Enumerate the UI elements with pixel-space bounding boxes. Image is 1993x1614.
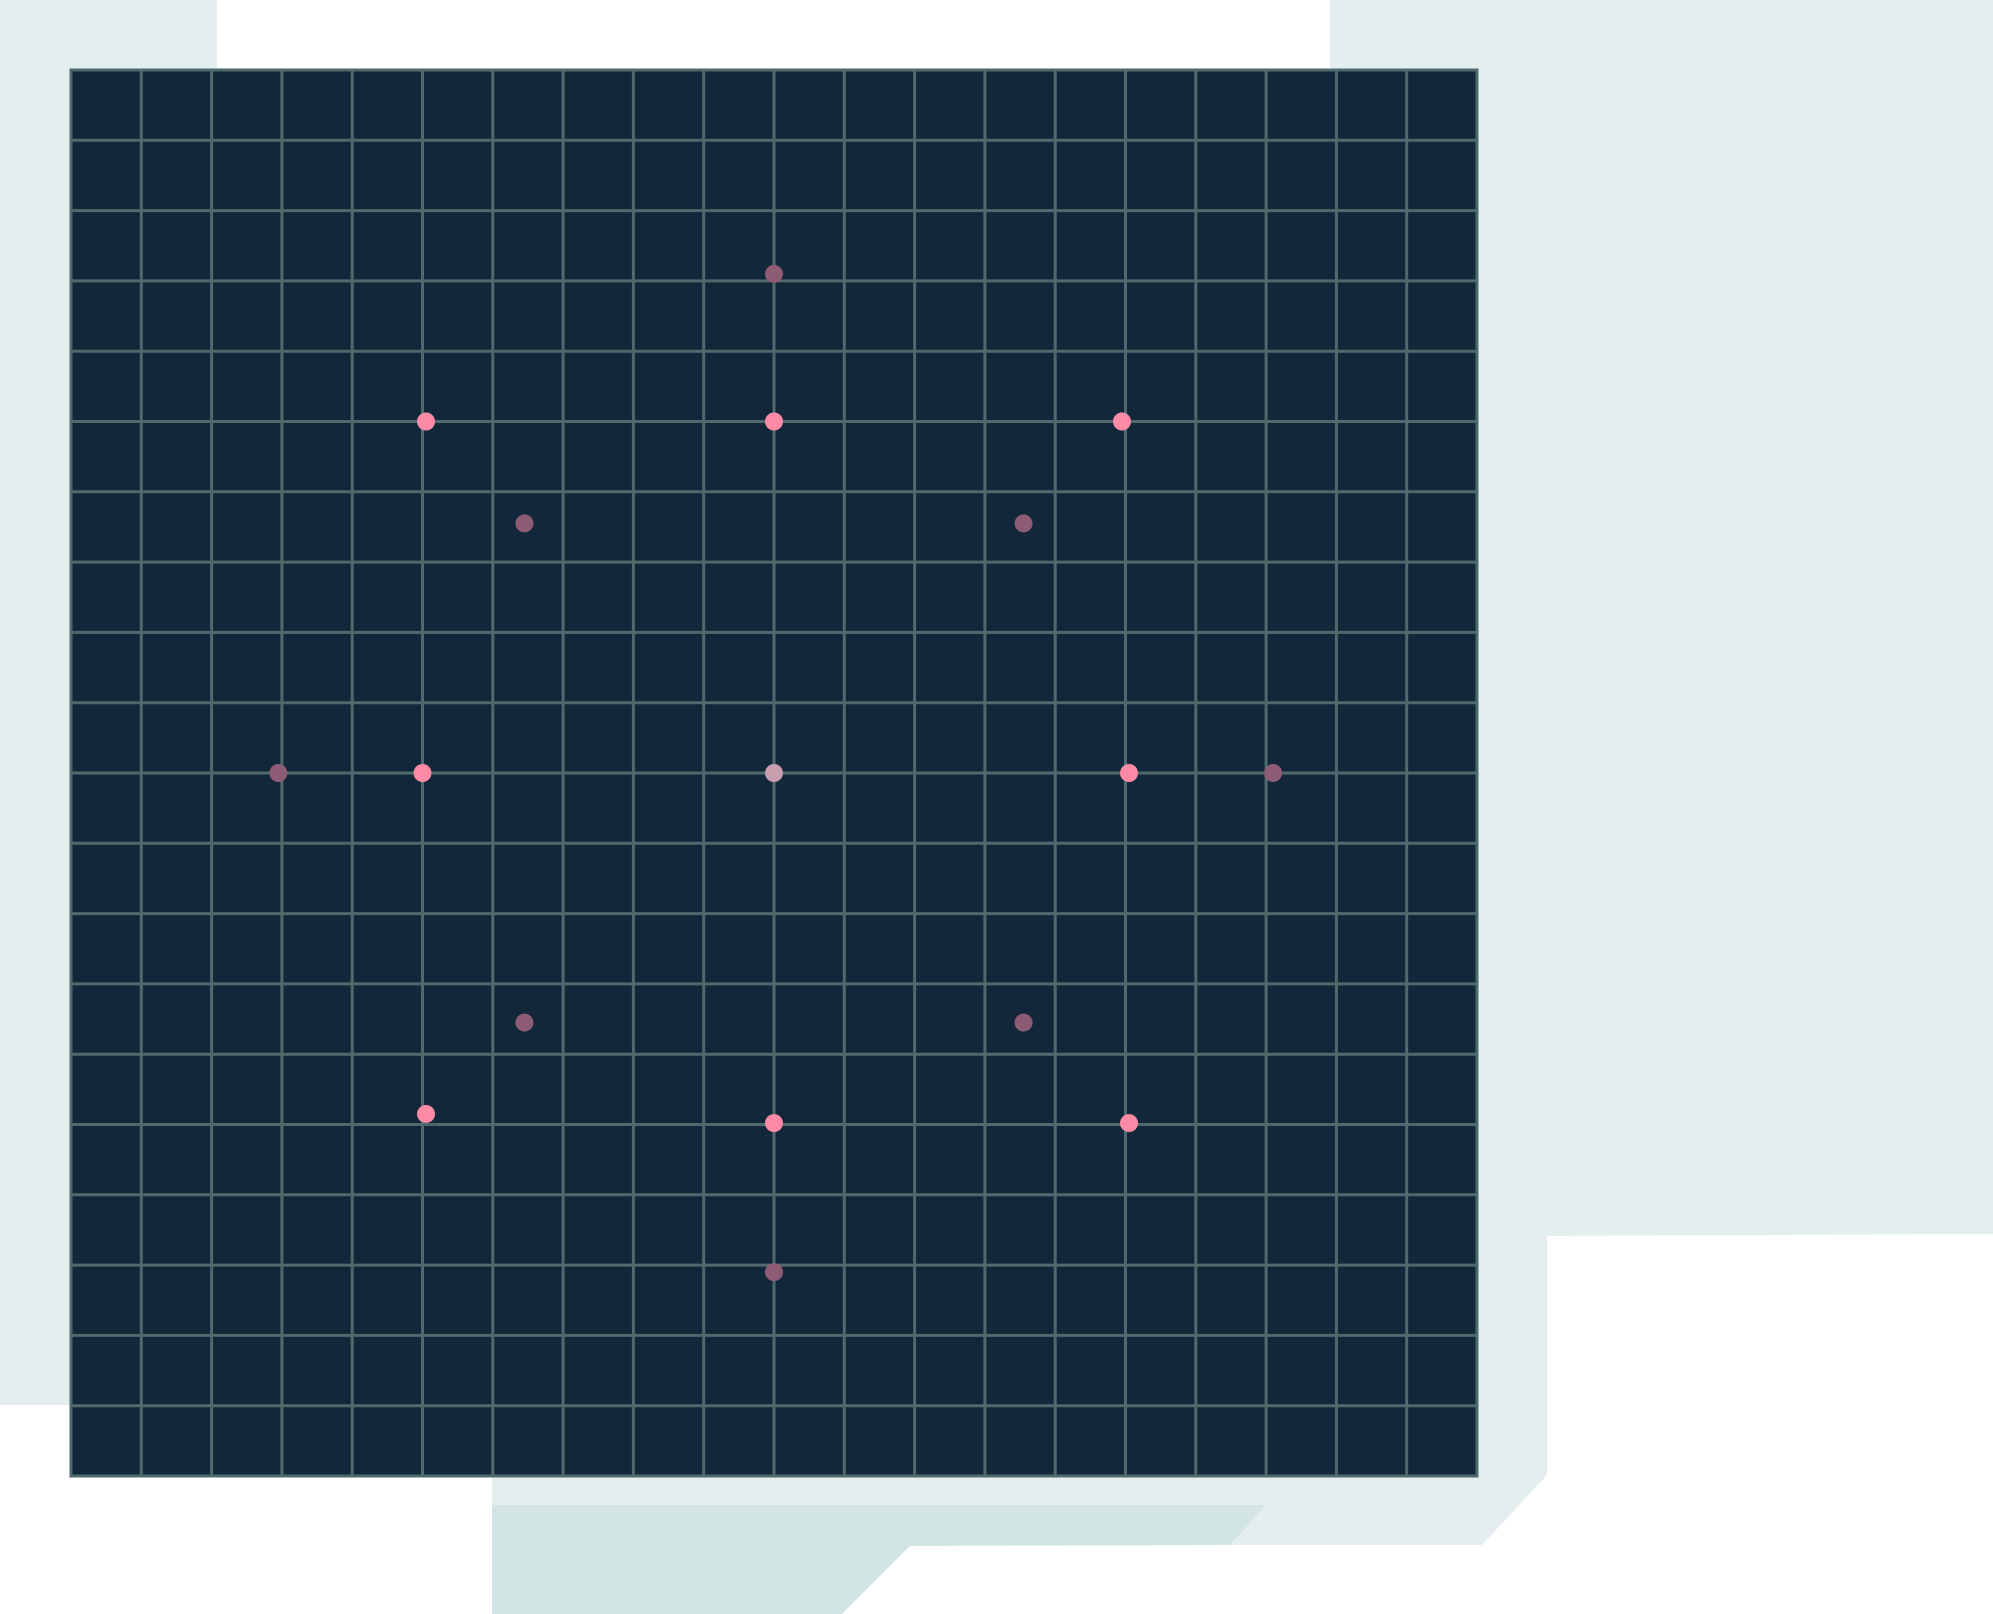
dot-bottom-outer[interactable] — [765, 1263, 783, 1282]
dot-middle-right[interactable] — [1120, 764, 1139, 782]
dot-inner-upper-left[interactable] — [515, 514, 534, 533]
dot-middle-left[interactable] — [413, 764, 432, 782]
dot-center[interactable] — [765, 764, 783, 782]
dot-inner-lower-left[interactable] — [515, 1013, 534, 1032]
board-border — [69, 68, 1479, 1478]
dot-lower-left[interactable] — [417, 1104, 436, 1123]
dot-upper-center[interactable] — [765, 412, 783, 431]
board-dots — [269, 264, 1283, 1282]
dot-upper-right[interactable] — [1112, 412, 1131, 431]
dot-right-outer[interactable] — [1264, 764, 1283, 782]
dot-upper-left[interactable] — [417, 412, 436, 431]
backdrop-panel-bottom — [492, 1505, 1266, 1614]
dot-top-outer[interactable] — [765, 264, 783, 283]
game-board[interactable] — [69, 68, 1479, 1478]
backdrop-panel-right — [492, 0, 1993, 1545]
dot-inner-upper-right[interactable] — [1014, 514, 1033, 533]
dot-left-outer[interactable] — [269, 764, 288, 782]
dot-inner-lower-right[interactable] — [1014, 1013, 1033, 1032]
dot-lower-center[interactable] — [765, 1114, 783, 1133]
dot-lower-right[interactable] — [1120, 1114, 1139, 1133]
